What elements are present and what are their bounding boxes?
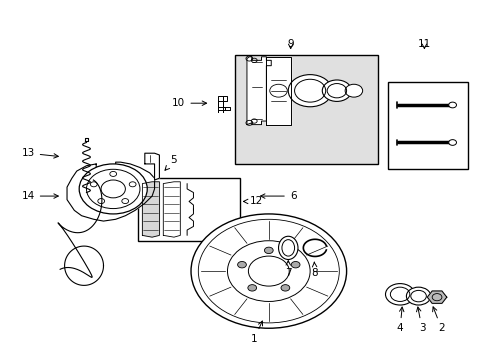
Polygon shape <box>67 162 154 221</box>
Circle shape <box>448 140 456 145</box>
Text: 7: 7 <box>285 261 291 278</box>
Circle shape <box>322 80 351 102</box>
Text: 3: 3 <box>416 307 425 333</box>
Circle shape <box>291 261 300 268</box>
Circle shape <box>385 284 414 305</box>
Polygon shape <box>427 291 446 303</box>
Circle shape <box>406 287 430 305</box>
Text: 4: 4 <box>396 307 403 333</box>
Circle shape <box>448 102 456 108</box>
Text: 9: 9 <box>287 39 293 49</box>
Circle shape <box>79 164 147 214</box>
Polygon shape <box>144 153 159 180</box>
Text: 8: 8 <box>311 262 318 278</box>
Polygon shape <box>163 182 180 237</box>
Text: 14: 14 <box>21 191 58 201</box>
Circle shape <box>237 261 246 268</box>
Text: 6: 6 <box>260 191 296 201</box>
Text: 11: 11 <box>417 39 430 49</box>
Ellipse shape <box>278 236 297 260</box>
Circle shape <box>345 84 362 97</box>
Circle shape <box>247 285 256 291</box>
Circle shape <box>264 247 273 253</box>
Text: 2: 2 <box>432 307 444 333</box>
Text: 10: 10 <box>172 98 206 108</box>
Circle shape <box>191 214 346 328</box>
Polygon shape <box>246 57 271 125</box>
Polygon shape <box>142 182 159 237</box>
Text: 13: 13 <box>21 148 58 158</box>
Bar <box>234 55 377 164</box>
Ellipse shape <box>282 240 294 256</box>
Circle shape <box>287 75 331 107</box>
Text: 12: 12 <box>243 197 263 206</box>
Circle shape <box>281 285 289 291</box>
Polygon shape <box>266 57 290 125</box>
Bar <box>137 178 239 241</box>
Bar <box>387 82 467 169</box>
Text: 5: 5 <box>164 156 177 170</box>
Text: 1: 1 <box>250 321 262 344</box>
